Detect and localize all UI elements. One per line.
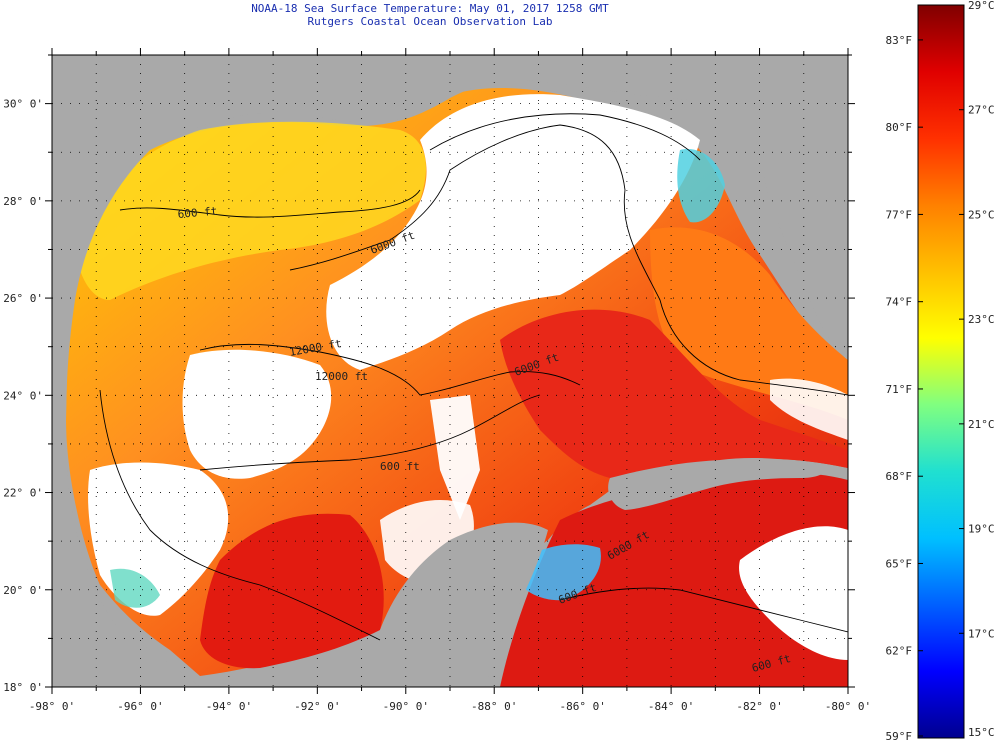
- lat-label: 30° 0': [3, 98, 43, 111]
- us-gulf-coast-land: [300, 55, 760, 123]
- lon-label: -82° 0': [736, 700, 782, 713]
- contour-6000ft-south: [99, 389, 381, 641]
- graticule: [52, 55, 848, 687]
- yellow-shelf-band: [80, 121, 426, 300]
- cloud-central-streak: [430, 395, 480, 520]
- lat-label: 20° 0': [3, 584, 43, 597]
- cloud-west-central: [182, 349, 332, 479]
- lon-label: -96° 0': [117, 700, 163, 713]
- lon-label: -88° 0': [471, 700, 517, 713]
- colorbar: 29°C 27°C 25°C 23°C 21°C 19°C 17°C 15°C 83°F 80°F…: [886, 0, 995, 743]
- contour-label: 12000 ft: [315, 370, 368, 383]
- longitude-labels: -98° 0' -96° 0' -94° 0' -92° 0' -90° 0' -88° …: [29, 700, 871, 713]
- lat-label: 24° 0': [3, 389, 43, 402]
- contour-600ft-west: [119, 189, 421, 218]
- colorbar-fahrenheit-label: 65°F: [886, 557, 913, 570]
- colorbar-labels: 29°C 27°C 25°C 23°C 21°C 19°C 17°C 15°C 83°F 80°F…: [886, 0, 995, 743]
- contour-label: 600 ft: [380, 460, 420, 473]
- chart-title: NOAA-18 Sea Surface Temperature: May 01,…: [251, 2, 609, 15]
- cloud-caribbean: [739, 526, 848, 660]
- lat-label: 22° 0': [3, 487, 43, 500]
- colorbar-fahrenheit-label: 77°F: [886, 208, 913, 221]
- contour-6000ft-north: [289, 124, 848, 396]
- contour-caribbean: [559, 587, 848, 633]
- colorbar-celsius-label: 17°C: [968, 627, 995, 640]
- contour-label: 600 ft: [177, 205, 218, 221]
- mexico-west-land: [52, 55, 300, 687]
- colorbar-celsius-label: 19°C: [968, 523, 995, 536]
- colorbar-fahrenheit-label: 80°F: [886, 121, 913, 134]
- cloud-north-central: [326, 94, 700, 370]
- latitude-labels: 30° 0' 28° 0' 26° 0' 24° 0' 22° 0' 20° 0' 18° …: [3, 98, 43, 694]
- lon-label: -80° 0': [825, 700, 871, 713]
- lon-label: -98° 0': [29, 700, 75, 713]
- lat-label: 18° 0': [3, 681, 43, 694]
- colorbar-rect: [917, 4, 965, 739]
- colorbar-celsius-label: 29°C: [968, 0, 995, 12]
- colorbar-fahrenheit-label: 74°F: [886, 296, 913, 309]
- florida-land: [759, 55, 848, 360]
- central-red-region: [500, 309, 848, 478]
- colorbar-celsius-label: 25°C: [968, 208, 995, 221]
- lon-label: -86° 0': [559, 700, 605, 713]
- chart-subtitle: Rutgers Coastal Ocean Observation Lab: [307, 15, 553, 28]
- axis-ticks: [45, 48, 855, 694]
- colorbar-fahrenheit-label: 62°F: [886, 645, 913, 658]
- lon-label: -84° 0': [648, 700, 694, 713]
- lat-label: 26° 0': [3, 292, 43, 305]
- lon-label: -94° 0': [206, 700, 252, 713]
- colorbar-fahrenheit-label: 83°F: [886, 34, 913, 47]
- colorbar-fahrenheit-label: 71°F: [886, 383, 913, 396]
- cuba-land: [608, 458, 824, 510]
- colorbar-fahrenheit-label: 68°F: [886, 470, 913, 483]
- yucatan-land: [380, 522, 548, 687]
- south-red-region: [200, 513, 384, 669]
- cloud-east: [770, 378, 848, 440]
- lon-label: -92° 0': [294, 700, 340, 713]
- bathymetry-contours: [99, 113, 848, 641]
- lat-label: 28° 0': [3, 195, 43, 208]
- colorbar-celsius-label: 15°C: [968, 726, 995, 739]
- cool-coastal-mexico: [110, 568, 160, 608]
- colorbar-celsius-label: 23°C: [968, 313, 995, 326]
- contour-600ft-south: [199, 394, 541, 471]
- colorbar-fahrenheit-label: 59°F: [886, 730, 913, 743]
- contour-12000ft: [199, 343, 581, 396]
- cool-coastal-florida: [677, 149, 725, 223]
- east-orange-region: [650, 227, 848, 420]
- colorbar-celsius-label: 27°C: [968, 104, 995, 117]
- caribbean-water: [500, 472, 848, 687]
- colorbar-celsius-label: 21°C: [968, 418, 995, 431]
- lon-label: -90° 0': [383, 700, 429, 713]
- contour-600ft-shelf: [429, 113, 701, 161]
